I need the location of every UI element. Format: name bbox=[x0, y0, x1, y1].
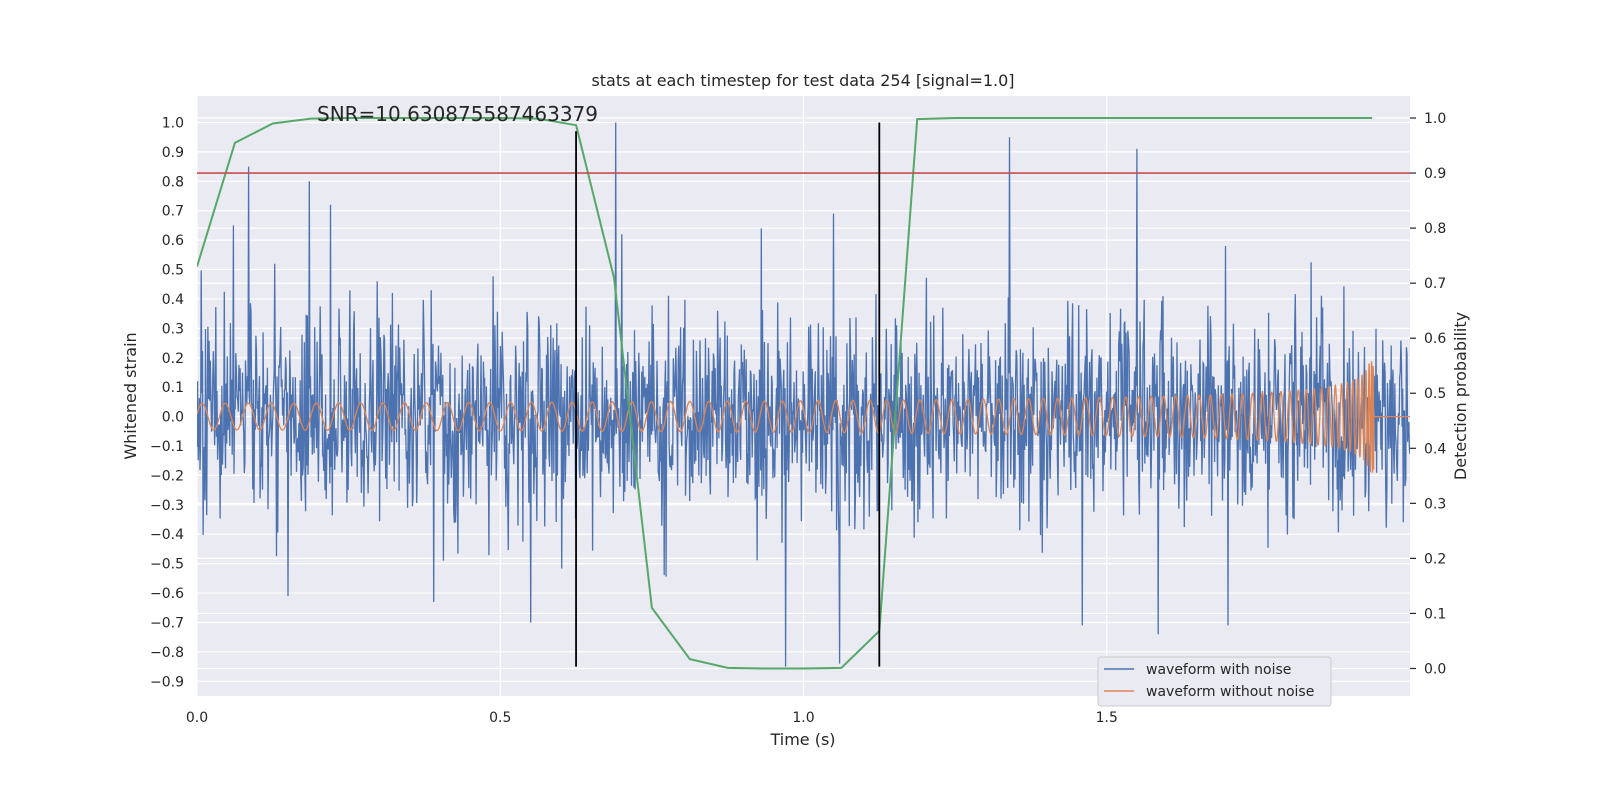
legend-label-clean: waveform without noise bbox=[1146, 684, 1314, 700]
y2-tick-label: 0.9 bbox=[1424, 166, 1446, 182]
y2-tick-label: 0.4 bbox=[1424, 441, 1446, 457]
x-axis-label: Time (s) bbox=[769, 730, 835, 749]
y-axis-label: Whitened strain bbox=[121, 332, 140, 459]
y2-tick-label: 0.7 bbox=[1424, 276, 1446, 292]
x-tick-label: 1.5 bbox=[1096, 710, 1118, 726]
y-tick-label: 0.8 bbox=[162, 174, 184, 190]
y-tick-label: 0.7 bbox=[162, 204, 184, 220]
noise-series-layer bbox=[197, 122, 1410, 667]
y-axis-ticks: 1.0 0.9 0.8 0.7 0.6 0.5 0.4 0.3 0.2 0.1 0.0 −0.1 −0.… bbox=[150, 115, 184, 690]
y2-tick-label: 0.0 bbox=[1424, 661, 1446, 677]
chart-title: stats at each timestep for test data 254… bbox=[591, 71, 1014, 90]
x-tick-label: 0.5 bbox=[489, 710, 511, 726]
y-tick-label: −0.9 bbox=[150, 674, 184, 690]
y-tick-label: −0.7 bbox=[150, 615, 184, 631]
clean-waveform-line bbox=[197, 361, 1410, 474]
y-tick-label: 0.0 bbox=[162, 410, 184, 426]
legend: waveform with noise waveform without noi… bbox=[1097, 656, 1332, 707]
y-tick-label: 0.6 bbox=[162, 233, 184, 249]
y-tick-label: 0.3 bbox=[162, 321, 184, 337]
y-tick-label: 1.0 bbox=[162, 115, 184, 131]
plot-area bbox=[196, 96, 1410, 696]
y2-axis-ticks: 1.0 0.9 0.8 0.7 0.6 0.5 0.4 0.3 0.2 0.1 0.0 bbox=[1410, 111, 1446, 677]
y-tick-label: 0.1 bbox=[162, 380, 184, 396]
y2-tick-label: 0.6 bbox=[1424, 331, 1446, 347]
y2-tick-label: 0.8 bbox=[1424, 221, 1446, 237]
x-tick-label: 1.0 bbox=[792, 710, 814, 726]
y-tick-label: −0.2 bbox=[150, 468, 184, 484]
y-tick-label: −0.6 bbox=[150, 586, 184, 602]
y2-tick-label: 0.1 bbox=[1424, 606, 1446, 622]
noisy-waveform-line bbox=[197, 122, 1410, 667]
x-tick-label: 0.0 bbox=[186, 710, 208, 726]
detection-probability-line bbox=[197, 117, 1373, 670]
y-tick-label: −0.4 bbox=[150, 527, 184, 543]
y-tick-label: 0.4 bbox=[162, 292, 184, 308]
y-tick-label: −0.3 bbox=[150, 498, 184, 514]
y-tick-label: 0.2 bbox=[162, 351, 184, 367]
legend-box bbox=[1097, 656, 1332, 707]
y2-tick-label: 0.3 bbox=[1424, 496, 1446, 512]
probability-layer bbox=[197, 117, 1373, 670]
legend-label-noise: waveform with noise bbox=[1146, 662, 1291, 678]
y2-tick-label: 0.5 bbox=[1424, 386, 1446, 402]
clean-series-layer bbox=[197, 361, 1410, 474]
overlay-layer bbox=[197, 122, 1410, 667]
y-tick-label: 0.5 bbox=[162, 263, 184, 279]
y2-tick-label: 1.0 bbox=[1424, 111, 1446, 127]
y-tick-label: 0.9 bbox=[162, 145, 184, 161]
y-tick-label: −0.5 bbox=[150, 557, 184, 573]
y-tick-label: −0.1 bbox=[150, 439, 184, 455]
y2-axis-label: Detection probability bbox=[1451, 312, 1470, 480]
y-tick-label: −0.8 bbox=[150, 645, 184, 661]
snr-annotation: SNR=10.630875587463379 bbox=[317, 102, 598, 126]
y2-tick-label: 0.2 bbox=[1424, 551, 1446, 567]
x-axis-ticks: 0.0 0.5 1.0 1.5 bbox=[186, 710, 1118, 726]
